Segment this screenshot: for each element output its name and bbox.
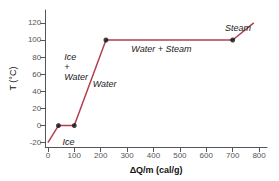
svg-text:800: 800 <box>252 151 266 160</box>
svg-text:Steam: Steam <box>225 23 252 33</box>
svg-text:0: 0 <box>37 121 42 130</box>
svg-text:Water: Water <box>64 72 89 82</box>
svg-text:Water: Water <box>93 79 118 89</box>
svg-text:+: + <box>64 62 69 72</box>
svg-text:-20: -20 <box>30 138 42 147</box>
svg-text:100: 100 <box>68 151 82 160</box>
svg-text:Ice: Ice <box>64 52 76 62</box>
svg-text:600: 600 <box>200 151 214 160</box>
svg-text:400: 400 <box>147 151 161 160</box>
svg-text:500: 500 <box>173 151 187 160</box>
svg-text:80: 80 <box>32 53 41 62</box>
svg-text:20: 20 <box>32 104 41 113</box>
svg-text:120: 120 <box>28 18 42 27</box>
svg-text:200: 200 <box>94 151 108 160</box>
svg-text:40: 40 <box>32 87 41 96</box>
svg-text:100: 100 <box>28 35 42 44</box>
svg-text:700: 700 <box>226 151 240 160</box>
svg-text:Water + Steam: Water + Steam <box>131 44 192 54</box>
svg-text:ΔQ/m (cal/g): ΔQ/m (cal/g) <box>130 165 183 175</box>
svg-text:0: 0 <box>46 151 51 160</box>
svg-text:300: 300 <box>120 151 134 160</box>
svg-text:T (°C): T (°C) <box>8 67 18 91</box>
svg-text:Ice: Ice <box>62 137 74 147</box>
svg-text:60: 60 <box>32 70 41 79</box>
